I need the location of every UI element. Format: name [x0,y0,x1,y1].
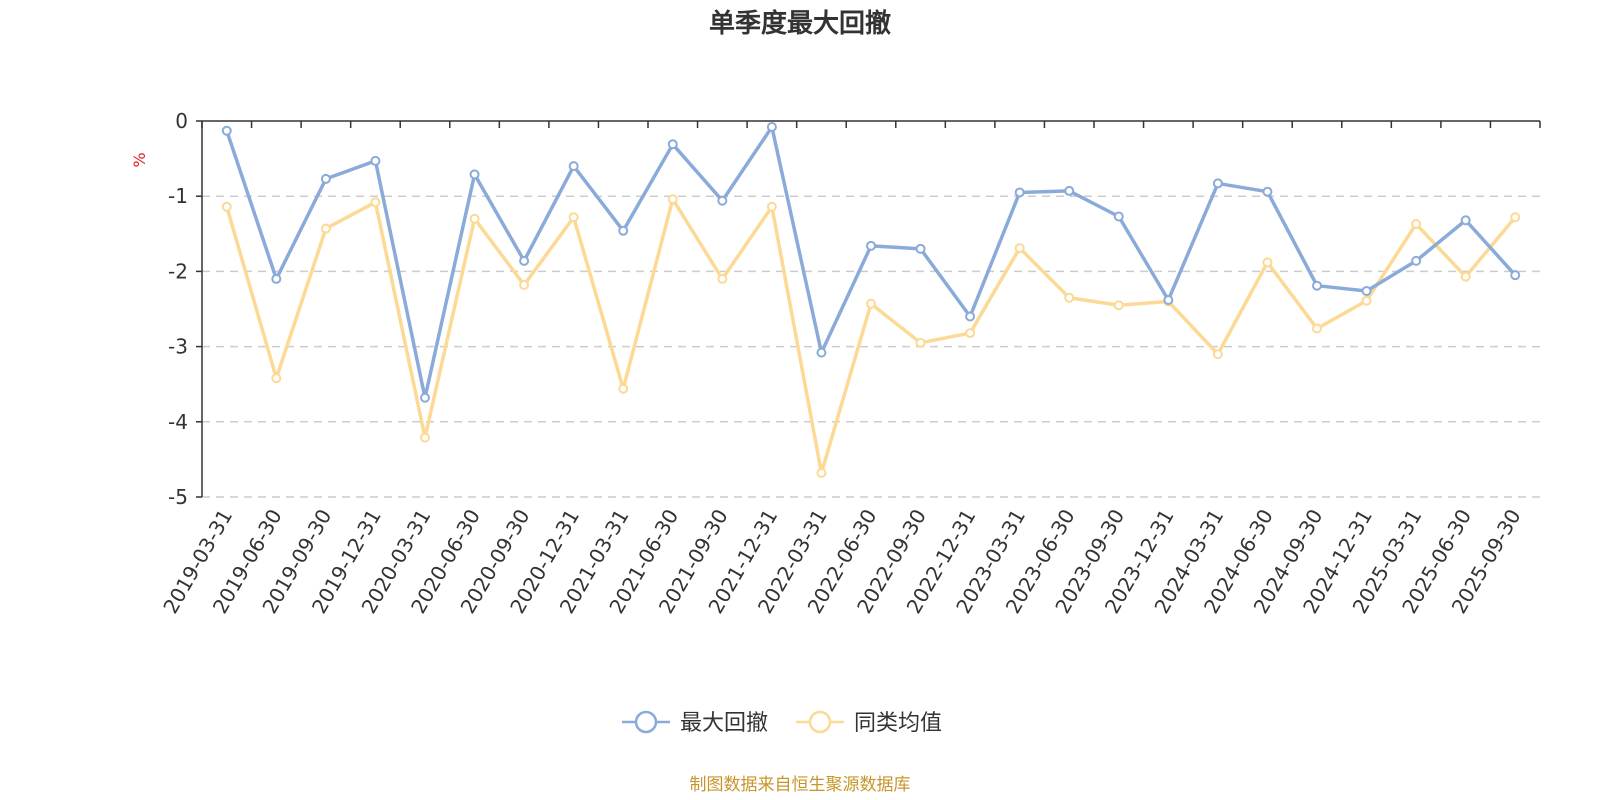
data-point [717,195,728,206]
data-point [519,279,530,290]
data-point [320,173,331,184]
series-line [225,197,1517,475]
series-1 [221,194,1521,478]
data-point [816,467,827,478]
data-point [965,328,976,339]
data-point [568,212,579,223]
data-point [1262,257,1273,268]
source-note: 制图数据来自恒生聚源数据库 [690,775,911,795]
data-point [1411,255,1422,266]
y-tick-label: -5 [168,485,188,509]
y-tick-labels: 0 -1 -2 -3 -4 -5 [168,109,188,509]
series-0 [221,122,1521,403]
data-point [667,194,678,205]
series-group [221,122,1521,478]
data-point [866,298,876,309]
data-point [568,161,579,172]
data-point [420,432,430,443]
data-point [1312,323,1322,334]
legend-marker-icon [634,710,658,734]
series-line [225,125,1517,400]
data-point [1113,211,1124,222]
data-point [667,139,678,150]
y-tick-label: -3 [168,335,188,359]
data-point [1064,292,1075,303]
data-point [915,243,926,254]
data-point [1510,212,1521,223]
data-point [1262,186,1273,197]
chart-title: 单季度最大回撤 [709,8,891,39]
data-point [519,255,530,266]
legend[interactable]: 最大回撤 同类均值 [622,710,942,736]
legend-label: 同类均值 [854,711,942,736]
legend-marker-icon [808,710,832,734]
data-point [1460,271,1471,282]
y-tick-label: 0 [175,109,188,133]
data-point [965,311,976,322]
data-point [618,383,629,394]
data-point [816,347,827,358]
data-point [1064,185,1075,196]
data-point [320,223,331,234]
data-point [1014,243,1025,254]
data-point [1411,219,1422,230]
data-point [1312,280,1322,291]
data-point [469,213,480,224]
data-point [1510,270,1521,281]
legend-item-0[interactable]: 最大回撤 [622,710,768,736]
data-point [1212,178,1223,189]
y-axis-unit: % [130,152,149,167]
data-point [271,273,282,284]
data-point [866,240,876,251]
data-point [1361,285,1372,296]
data-point [1163,294,1174,305]
y-tick-label: -4 [168,410,188,434]
data-point [766,122,777,133]
data-point [1460,215,1471,226]
data-point [1361,295,1372,306]
data-point [915,337,926,348]
data-point [618,225,629,236]
data-point [1014,187,1025,198]
data-point [766,201,777,212]
y-tick-label: -2 [168,259,188,283]
y-tick-label: -1 [168,184,188,208]
legend-label: 最大回撤 [680,711,768,736]
axes [196,120,1541,498]
data-point [1113,300,1124,311]
data-point [221,201,232,212]
data-point [420,392,430,403]
legend-item-1[interactable]: 同类均值 [796,710,942,736]
data-point [370,155,381,166]
data-point [469,169,480,180]
data-point [370,197,381,208]
data-point [1212,349,1223,360]
data-point [717,273,728,284]
data-point [271,373,282,384]
data-point [221,125,232,136]
x-tick-labels: 2019-03-312019-06-302019-09-302019-12-31… [158,505,1525,618]
